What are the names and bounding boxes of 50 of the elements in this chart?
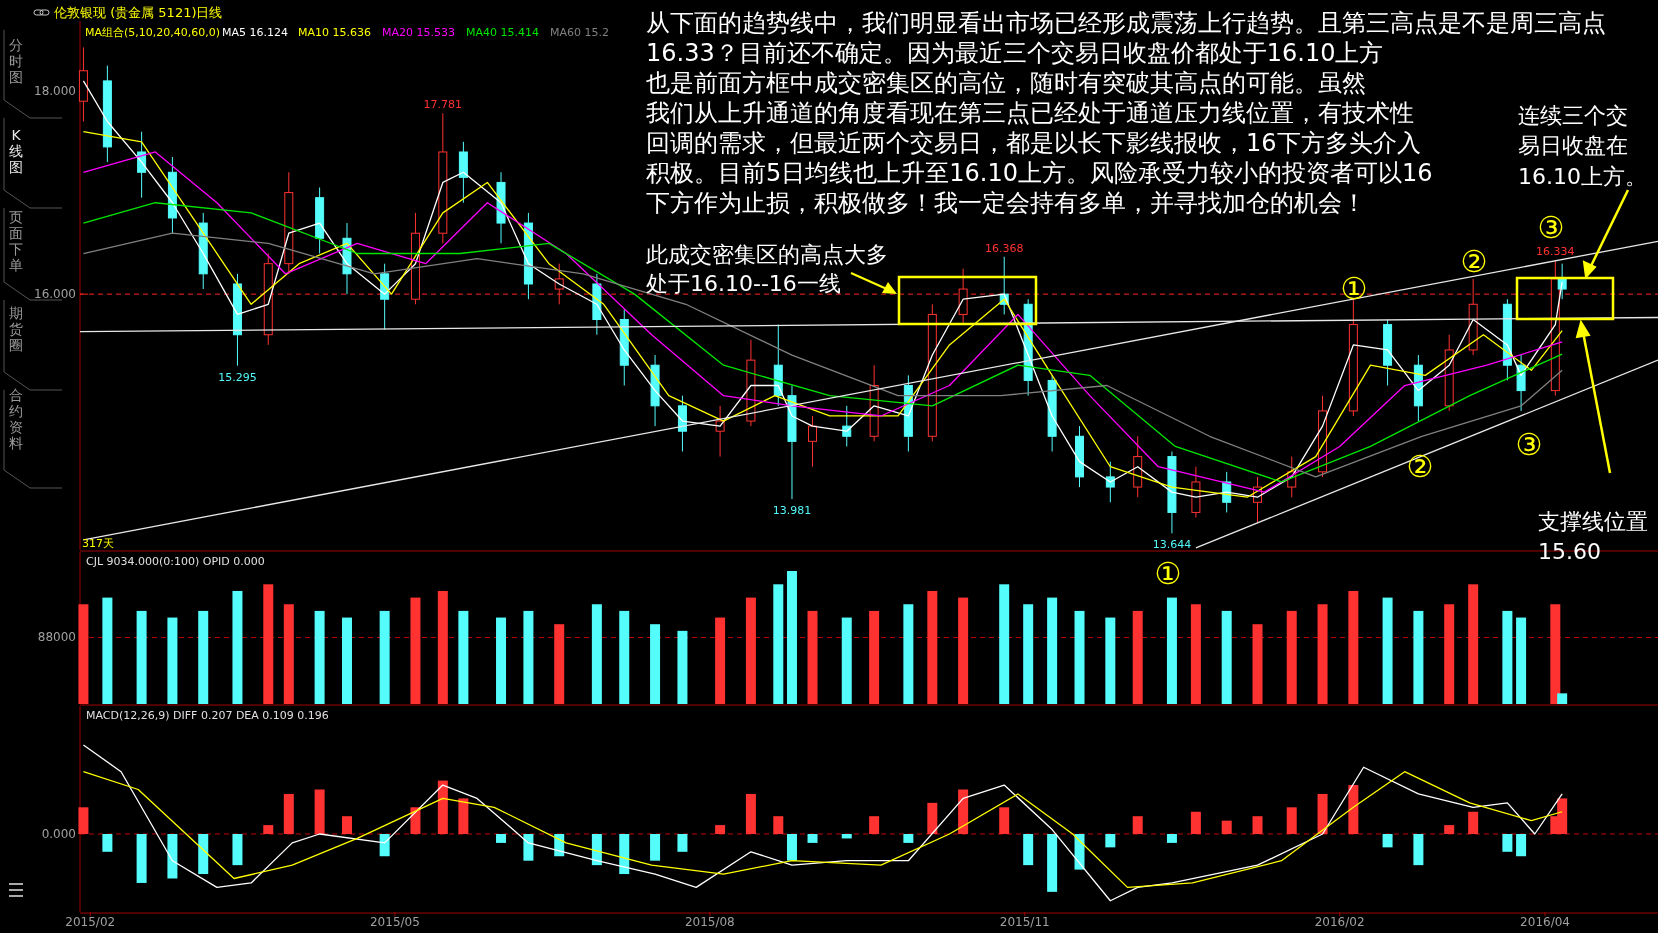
x-tick-label: 2015/11 <box>999 915 1050 929</box>
text: K线图 <box>9 127 23 175</box>
annotation: ② <box>1460 243 1488 279</box>
annotation: 支撑线位置 <box>1538 509 1648 534</box>
annotation: MA20 15.533 <box>382 26 455 39</box>
annotation: 16.10上方。 <box>1518 164 1647 189</box>
annotation: 13.981 <box>772 504 812 518</box>
text: CJL 9034.000(0:100) OPID 0.000 <box>86 555 265 568</box>
x-tick-label: 2015/02 <box>65 915 116 929</box>
annotation: MA5 16.124 <box>222 26 288 39</box>
y-tick-label: 18.000 <box>34 84 76 99</box>
text: 分时图 <box>9 37 23 85</box>
annotation: 16.33？目前还不确定。因为最近三个交易日收盘价都处于16.10上方 <box>646 39 1384 67</box>
annotation: 连续三个交 <box>1518 103 1628 128</box>
annotation: 15.295 <box>218 370 257 384</box>
annotation: ② <box>1406 448 1434 484</box>
annotation: 16.368 <box>984 241 1024 255</box>
annotation: MA60 15.2 <box>550 26 610 39</box>
annotation: MA40 15.414 <box>466 26 539 39</box>
annotation: 13.644 <box>1152 538 1192 552</box>
annotation: 下方作为止损，积极做多！我一定会持有多单，并寻找加仓的机会！ <box>646 189 1366 217</box>
x-tick-label: 2015/08 <box>684 915 735 929</box>
annotation: 15.60 <box>1538 539 1601 564</box>
y-tick-label: 16.000 <box>34 287 76 302</box>
annotation: ③ <box>1515 426 1543 462</box>
text: 88000 <box>37 630 76 644</box>
annotation: 此成交密集区的高点大多 <box>646 242 888 267</box>
annotation: ① <box>1154 555 1182 591</box>
annotation: 回调的需求，但最近两个交易日，都是以长下影线报收，16下方多头介入 <box>646 129 1421 157</box>
annotation: 积极。目前5日均线也上升至16.10上方。风险承受力较小的投资者可以16 <box>646 159 1433 187</box>
annotation: 17.781 <box>423 98 463 112</box>
x-tick-label: 2015/05 <box>369 915 420 929</box>
ref-line-label: 0.000 <box>41 827 76 842</box>
annotation: 易日收盘在 <box>1518 133 1628 158</box>
x-tick-label: 2016/02 <box>1314 915 1365 929</box>
text: 期货圈 <box>9 305 23 353</box>
annotation: 处于16.10--16一线 <box>646 271 841 296</box>
annotation: 从下面的趋势线中，我们明显看出市场已经形成震荡上行趋势。且第三高点是不是周三高点 <box>646 9 1606 37</box>
text: 页面下单 <box>9 209 23 273</box>
annotation: 16.334 <box>1536 245 1575 259</box>
annotation: 317天 <box>82 537 114 550</box>
text: 合约资料 <box>9 387 23 451</box>
annotation: 我们从上升通道的角度看现在第三点已经处于通道压力线位置，有技术性 <box>646 99 1414 127</box>
annotation: ③ <box>1537 209 1565 245</box>
annotation: MA组合(5,10,20,40,60,0) <box>85 26 221 39</box>
annotation: MA10 15.636 <box>298 26 371 39</box>
text: MACD(12,26,9) DIFF 0.207 DEA 0.109 0.196 <box>86 709 329 722</box>
x-tick-label: 2016/04 <box>1520 915 1570 929</box>
annotation: 也是前面方框中成交密集区的高位，随时有突破其高点的可能。虽然 <box>646 69 1366 97</box>
chart-title: 伦敦银现 (贵金属 5121)日线 <box>54 5 223 20</box>
